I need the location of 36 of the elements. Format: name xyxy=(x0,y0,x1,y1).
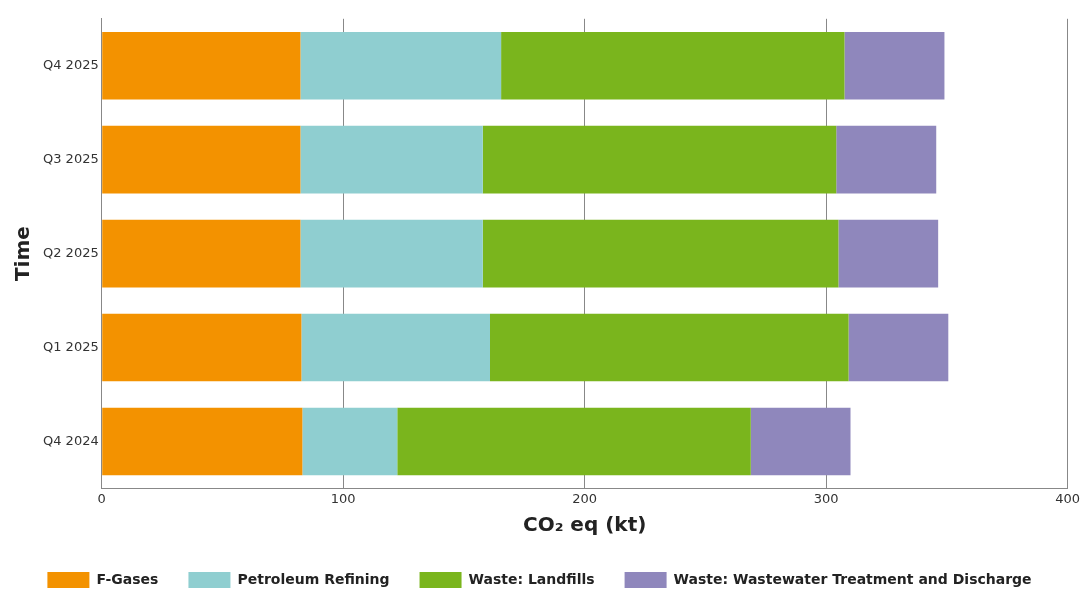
y-tick-label: Q3 2025 xyxy=(42,151,99,167)
y-tick-label: Q4 2024 xyxy=(42,432,99,448)
y-axis-title: Time xyxy=(10,226,35,282)
x-tick-label: 200 xyxy=(572,490,598,506)
bar xyxy=(836,125,937,194)
bar xyxy=(102,31,301,100)
bar xyxy=(300,219,483,288)
bar xyxy=(102,407,303,476)
y-tick-label: Q2 2025 xyxy=(42,244,99,260)
x-axis-title: CO₂ eq (kt) xyxy=(522,512,647,537)
x-tick-label: 0 xyxy=(97,490,106,506)
y-tick-label: Q1 2025 xyxy=(42,338,99,354)
bar xyxy=(482,219,839,288)
legend-label: Petroleum Refining xyxy=(237,570,390,587)
bar xyxy=(482,125,837,194)
x-tick-label: 400 xyxy=(1055,490,1081,506)
bar xyxy=(102,219,301,288)
bar xyxy=(490,313,849,382)
bar xyxy=(844,31,945,100)
legend-label: F-Gases xyxy=(96,570,159,587)
bar xyxy=(300,125,483,194)
bar xyxy=(300,31,502,100)
bar xyxy=(102,313,302,382)
bar xyxy=(397,407,751,476)
x-tick-label: 300 xyxy=(813,490,839,506)
bar xyxy=(102,125,301,194)
bar xyxy=(501,31,845,100)
bar xyxy=(750,407,851,476)
legend-label: Waste: Wastewater Treatment and Discharge xyxy=(673,570,1032,587)
x-tick-label: 100 xyxy=(330,490,356,506)
y-tick-label: Q4 2025 xyxy=(42,57,99,73)
bar xyxy=(301,313,490,382)
bar xyxy=(848,313,949,382)
bar xyxy=(302,407,398,476)
legend-label: Waste: Landfills xyxy=(468,570,595,587)
bar xyxy=(838,219,939,288)
